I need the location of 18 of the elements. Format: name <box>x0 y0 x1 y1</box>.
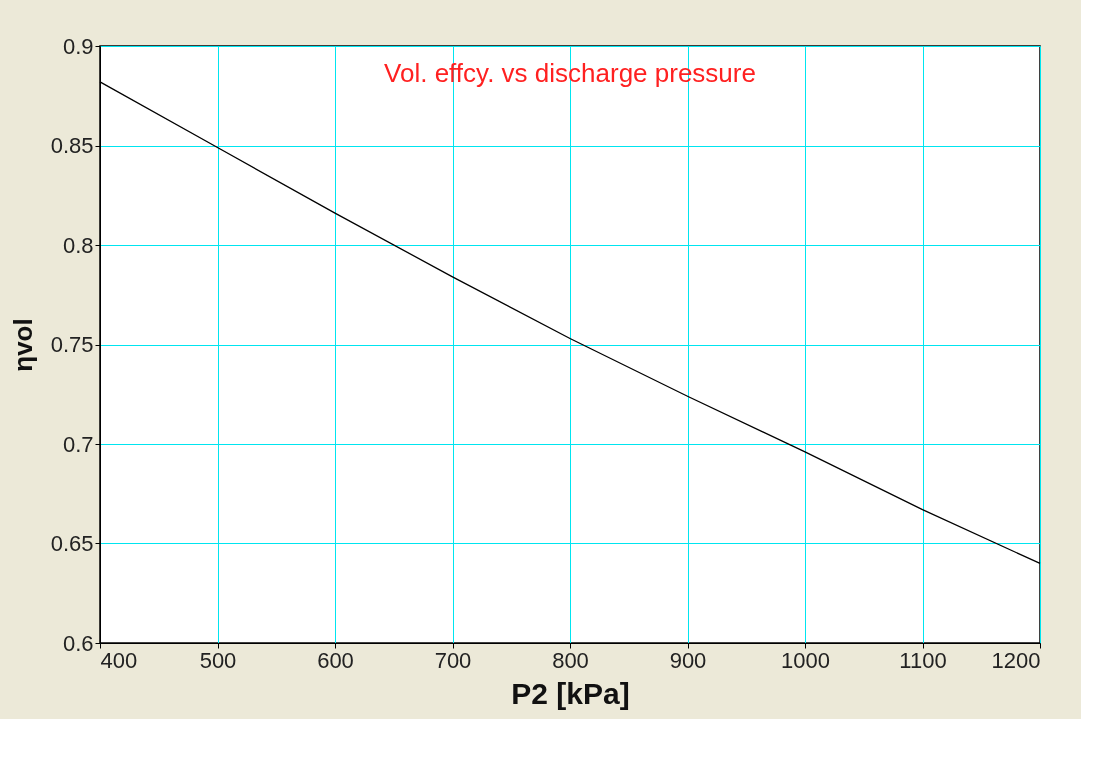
x-tick-label: 500 <box>199 647 237 673</box>
x-tick-label: 400 <box>100 647 138 673</box>
x-tick-label: 1200 <box>991 647 1041 673</box>
y-axis-title: ηvol <box>7 318 38 372</box>
x-tick-label: 800 <box>552 647 589 673</box>
x-tick-label: 700 <box>434 647 472 673</box>
y-tick-label: 0.9 <box>62 33 94 59</box>
y-tick-label: 0.8 <box>62 232 94 258</box>
y-tick-label: 0.6 <box>62 630 94 656</box>
x-tick-label: 900 <box>669 647 707 673</box>
x-tick-label: 1100 <box>899 647 947 673</box>
y-tick-label: 0.7 <box>62 431 94 457</box>
y-tick-label: 0.75 <box>50 332 94 357</box>
y-tick-label: 0.65 <box>50 531 94 556</box>
x-tick-label: 600 <box>317 647 354 673</box>
x-axis-title: P2 [kPa] <box>511 676 630 710</box>
x-tick-label: 1000 <box>781 647 830 673</box>
y-tick-label: 0.85 <box>50 133 94 158</box>
